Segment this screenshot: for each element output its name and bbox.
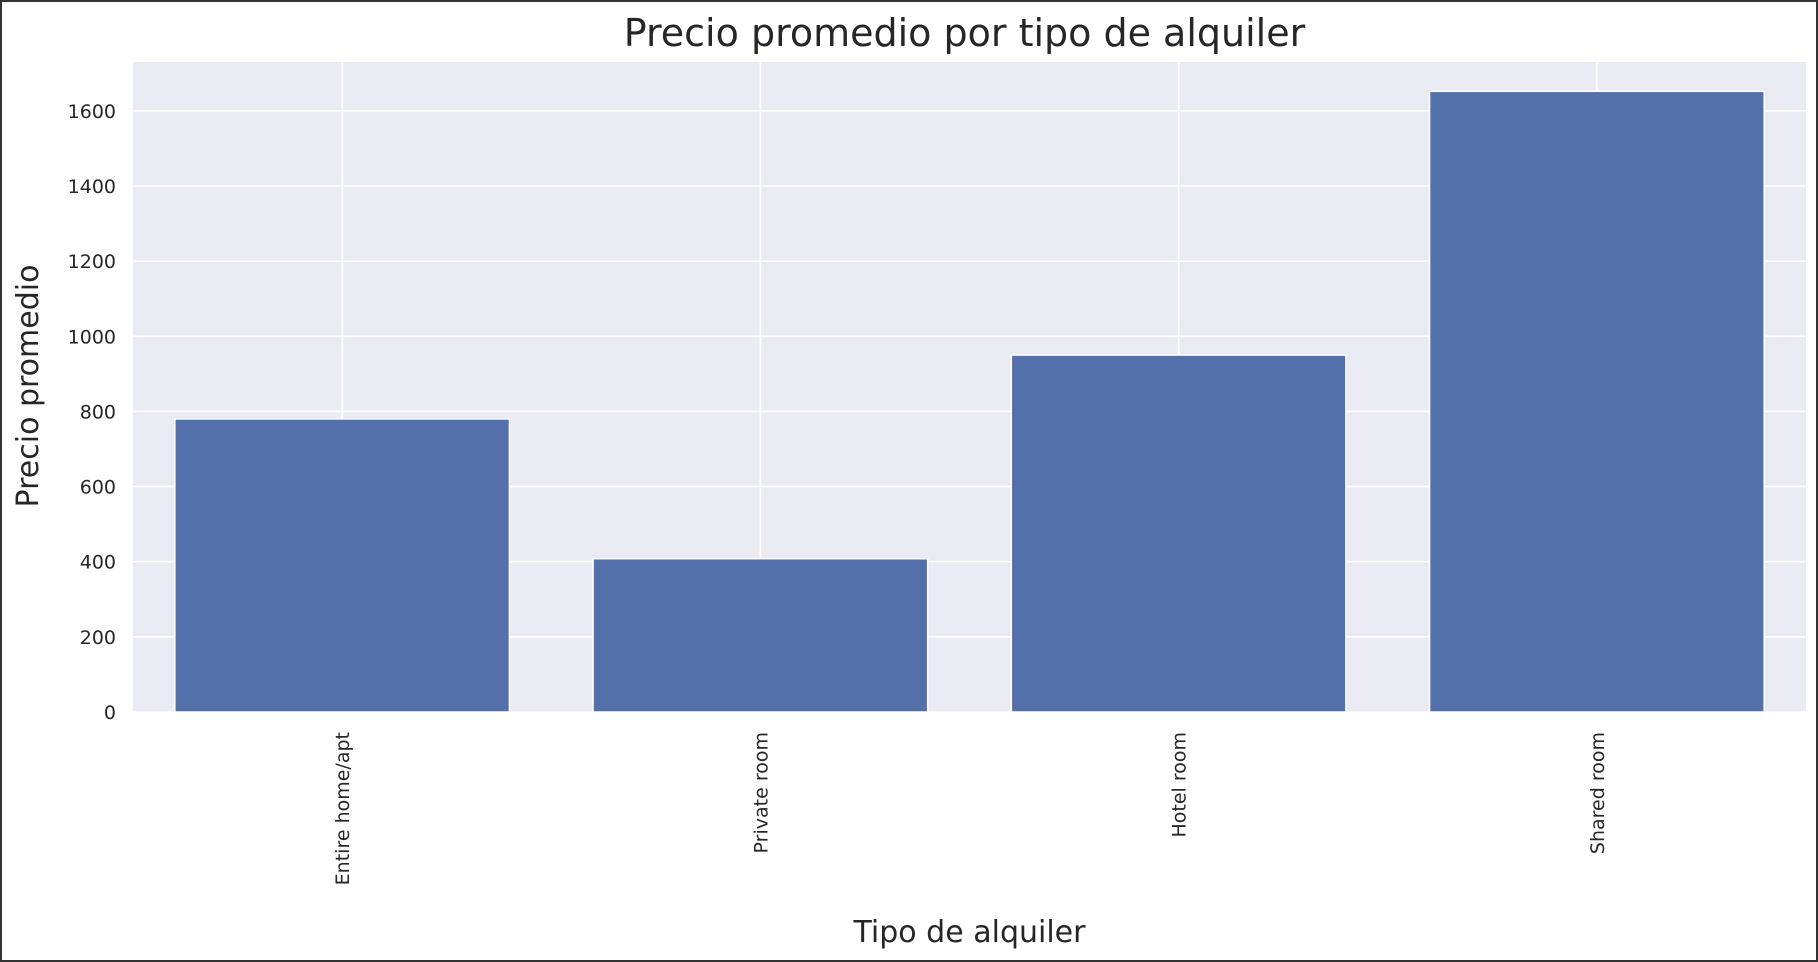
bar-shared-room: [1428, 90, 1765, 713]
y-tick-label: 200: [80, 627, 116, 649]
y-tick-label: 400: [80, 552, 116, 574]
x-axis-title: Tipo de alquiler: [853, 915, 1087, 950]
y-axis-title: Precio promedio: [11, 265, 46, 508]
x-tick-label: Private room: [750, 732, 772, 853]
x-tick-label: Shared room: [1587, 732, 1609, 854]
chart-title: Precio promedio por tipo de alquiler: [624, 11, 1306, 55]
y-tick-label: 600: [80, 477, 116, 499]
bar-hotel-room: [1010, 354, 1347, 713]
y-tick-label: 1600: [68, 101, 116, 123]
y-tick-label: 800: [80, 401, 116, 423]
y-tick-label: 1000: [68, 326, 116, 348]
x-tick-label: Entire home/apt: [332, 732, 354, 885]
y-tick-label: 1200: [68, 251, 116, 273]
x-tick-label: Hotel room: [1169, 732, 1191, 838]
y-tick-label: 0: [104, 702, 116, 724]
bars: [174, 90, 1765, 713]
y-tick-label: 1400: [68, 176, 116, 198]
y-tick-labels: 0 200 400 600 800 1000 1200 1400 1600: [68, 101, 116, 724]
bar-entire-home-apt: [174, 418, 511, 713]
x-tick-labels: Entire home/apt Private room Hotel room Sha…: [332, 732, 1609, 885]
bar-private-room: [592, 557, 929, 713]
